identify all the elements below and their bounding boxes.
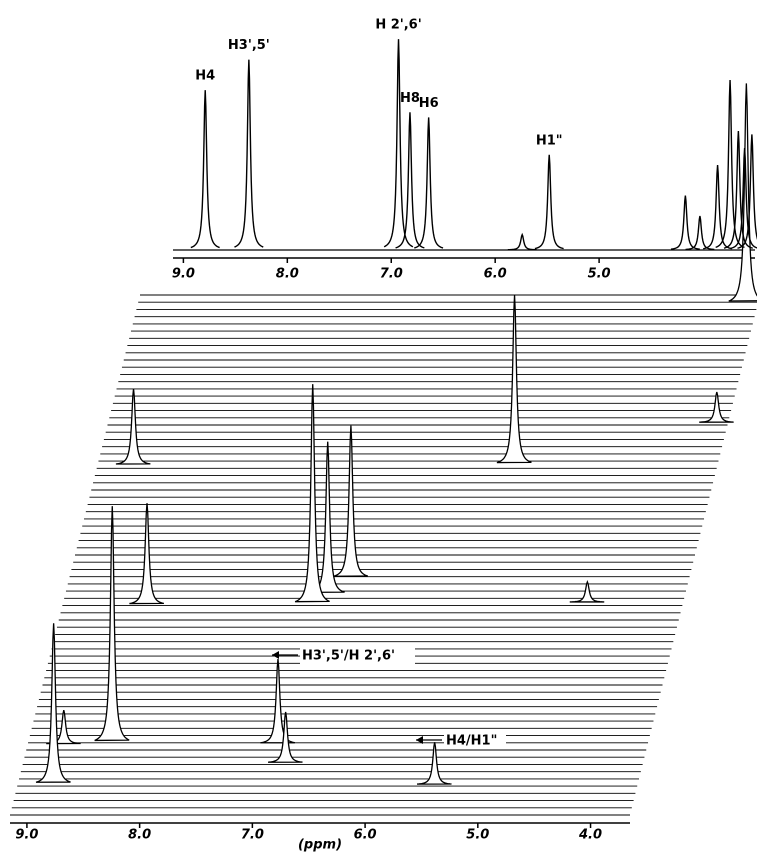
cross-peak xyxy=(416,742,452,785)
annotation-bg xyxy=(300,646,415,664)
cross-peak xyxy=(129,503,165,605)
peak xyxy=(715,79,745,249)
peak xyxy=(670,195,700,250)
cross-peak xyxy=(35,623,71,783)
peak xyxy=(730,147,757,250)
x-tick-label: 5.0 xyxy=(588,267,611,282)
x-tick-label: 5.0 xyxy=(466,828,489,843)
x-tick-label: 4.0 xyxy=(578,828,602,843)
x-tick-label: 9.0 xyxy=(172,267,195,282)
cross-peak xyxy=(115,388,151,465)
cross-peak xyxy=(267,711,303,763)
arrow-head xyxy=(416,736,423,744)
x-tick-label: 6.0 xyxy=(354,828,377,843)
cross-peak xyxy=(569,579,605,603)
x-tick-label: 7.0 xyxy=(241,828,264,843)
peak-label: H 2',6' xyxy=(375,18,421,33)
peak-label: H1" xyxy=(536,133,563,148)
x-tick-label: 8.0 xyxy=(276,267,299,282)
peak-label: H3',5' xyxy=(228,38,270,53)
peak-label: H6 xyxy=(419,96,439,111)
peak xyxy=(507,232,537,251)
peak xyxy=(234,59,264,248)
annotation: H3',5'/H 2',6' xyxy=(302,649,395,664)
cross-peak xyxy=(333,425,368,577)
annotation-bg xyxy=(444,731,506,749)
x-axis-label: (ppm) xyxy=(298,838,342,852)
peak-label: H4 xyxy=(195,69,215,84)
peak-label: H8 xyxy=(400,91,420,106)
cross-peak xyxy=(294,384,330,603)
peak xyxy=(685,215,715,251)
annotation: H4/H1" xyxy=(446,734,497,749)
peak xyxy=(534,154,564,250)
x-tick-label: 6.0 xyxy=(484,267,507,282)
cross-peak xyxy=(496,295,532,464)
peak xyxy=(737,134,757,249)
arrow-head xyxy=(272,651,279,659)
cross-peak xyxy=(94,506,130,742)
peak xyxy=(414,117,444,249)
peak xyxy=(190,90,220,249)
x-tick-label: 8.0 xyxy=(128,828,151,843)
cross-peak xyxy=(699,391,734,423)
cross-peak xyxy=(260,659,295,744)
x-tick-label: 7.0 xyxy=(380,267,403,282)
peak xyxy=(723,130,753,249)
x-tick-label: 9.0 xyxy=(15,828,38,843)
peak xyxy=(383,39,414,248)
